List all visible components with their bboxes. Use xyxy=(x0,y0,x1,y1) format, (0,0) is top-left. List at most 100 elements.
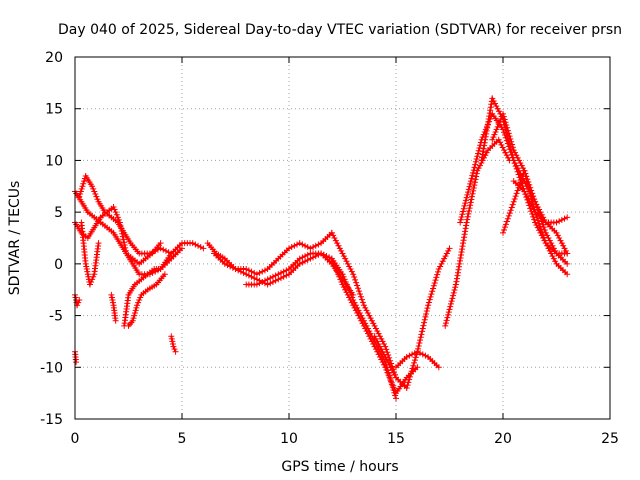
data-point xyxy=(465,210,472,217)
data-point xyxy=(443,250,450,257)
data-point xyxy=(363,322,370,329)
data-point xyxy=(382,343,389,350)
data-point xyxy=(110,203,117,210)
data-point xyxy=(351,299,358,306)
data-point xyxy=(442,320,449,327)
data-point xyxy=(487,104,494,111)
data-point xyxy=(455,266,462,273)
data-point xyxy=(256,280,263,287)
data-point xyxy=(558,216,565,223)
data-point xyxy=(390,386,397,393)
data-point xyxy=(473,173,480,180)
data-point xyxy=(388,381,395,388)
data-point xyxy=(348,268,355,275)
data-point xyxy=(476,162,483,169)
y-tick-label: 15 xyxy=(45,102,63,118)
data-point xyxy=(455,263,462,270)
data-point xyxy=(376,333,383,340)
y-tick-label: -15 xyxy=(40,412,63,428)
data-point xyxy=(408,368,415,375)
data-point xyxy=(501,224,508,231)
data-point xyxy=(113,211,120,218)
data-point xyxy=(200,245,207,252)
data-point xyxy=(481,142,488,149)
data-point xyxy=(385,370,392,377)
data-point xyxy=(524,196,531,203)
data-point xyxy=(484,121,491,128)
data-point xyxy=(468,193,475,200)
data-point xyxy=(299,254,306,261)
data-point xyxy=(485,116,492,123)
data-point xyxy=(453,275,460,282)
data-point xyxy=(518,162,525,169)
data-point xyxy=(460,237,467,244)
data-point xyxy=(480,148,487,155)
data-point xyxy=(302,242,309,249)
data-point xyxy=(428,291,435,298)
data-point xyxy=(356,288,363,295)
data-point xyxy=(334,268,341,275)
data-point xyxy=(350,297,357,304)
data-point xyxy=(459,246,466,253)
data-point xyxy=(467,199,474,206)
data-point xyxy=(422,352,429,359)
data-point xyxy=(554,232,561,239)
data-point xyxy=(499,144,506,151)
data-point xyxy=(529,198,536,205)
data-point xyxy=(406,373,413,380)
data-point xyxy=(556,235,563,241)
data-point xyxy=(498,141,505,148)
data-point xyxy=(462,197,469,204)
data-point xyxy=(112,209,119,216)
data-point xyxy=(503,122,510,129)
data-point xyxy=(72,294,79,301)
data-point xyxy=(486,110,493,117)
data-point xyxy=(109,299,116,306)
data-point xyxy=(137,294,144,301)
data-point xyxy=(90,273,97,280)
data-point xyxy=(367,330,374,337)
data-point xyxy=(430,282,437,289)
data-point xyxy=(352,302,359,309)
data-point xyxy=(502,119,509,126)
data-point xyxy=(375,341,382,348)
data-point xyxy=(505,212,512,219)
data-point xyxy=(467,178,474,185)
data-point xyxy=(388,378,395,385)
data-point xyxy=(131,312,138,319)
data-point xyxy=(264,276,271,283)
data-point xyxy=(269,273,276,280)
data-point xyxy=(111,206,118,213)
data-point xyxy=(492,128,499,135)
data-point xyxy=(160,246,167,253)
data-point xyxy=(504,124,511,131)
data-point xyxy=(350,271,357,278)
data-point xyxy=(561,245,568,252)
data-point xyxy=(318,250,325,257)
data-point xyxy=(521,188,528,195)
x-axis-label: GPS time / hours xyxy=(281,459,398,475)
data-point xyxy=(195,242,202,249)
series-track-11 xyxy=(204,229,335,278)
data-point xyxy=(343,258,350,265)
data-point xyxy=(82,260,89,267)
data-point xyxy=(312,242,319,249)
data-point xyxy=(331,235,338,241)
data-point xyxy=(406,352,413,359)
data-point xyxy=(339,271,346,278)
data-point xyxy=(536,227,543,234)
x-tick-label: 0 xyxy=(71,431,80,447)
data-point xyxy=(513,190,520,197)
data-point xyxy=(464,216,471,223)
data-point xyxy=(296,240,303,247)
data-point xyxy=(131,309,138,316)
data-point xyxy=(171,346,178,353)
data-point xyxy=(469,190,476,197)
x-tick-label: 25 xyxy=(601,431,619,447)
data-point xyxy=(280,268,287,275)
data-point xyxy=(453,278,460,285)
data-point xyxy=(133,304,140,311)
data-point xyxy=(157,240,164,247)
series-track-18 xyxy=(393,348,442,371)
